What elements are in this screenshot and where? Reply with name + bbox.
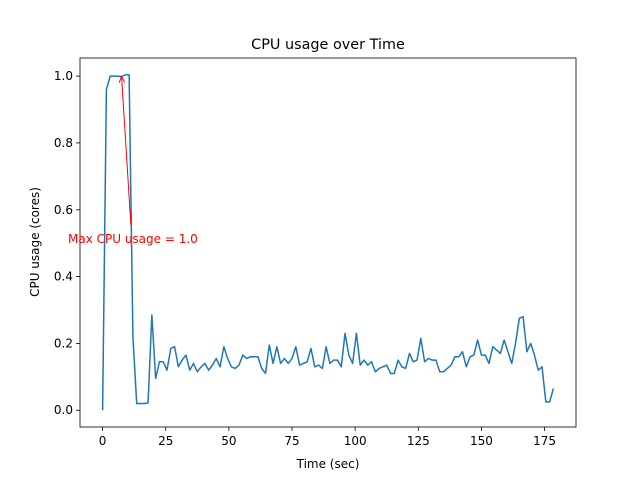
y-tick-label: 1.0: [54, 69, 73, 83]
x-tick-label: 125: [407, 434, 430, 448]
x-tick-label: 100: [344, 434, 367, 448]
x-tick-label: 175: [533, 434, 556, 448]
y-tick-label: 0.4: [54, 270, 73, 284]
y-axis-label: CPU usage (cores): [28, 187, 42, 297]
y-tick-label: 0.8: [54, 136, 73, 150]
x-axis-label: Time (sec): [296, 457, 360, 471]
y-tick-label: 0.0: [54, 403, 73, 417]
y-tick-label: 0.6: [54, 203, 73, 217]
annotation-arrow: [121, 76, 132, 226]
x-tick-label: 50: [221, 434, 236, 448]
x-tick-label: 0: [99, 434, 107, 448]
annotation-text: Max CPU usage = 1.0: [68, 232, 198, 246]
x-tick-label: 25: [158, 434, 173, 448]
chart-title: CPU usage over Time: [251, 37, 405, 53]
annotation-arrowhead: [118, 74, 126, 83]
plot-frame: [79, 57, 577, 428]
line: [101, 74, 555, 411]
x-tick-label: 75: [284, 434, 299, 448]
y-tick-label: 0.2: [54, 336, 73, 350]
x-tick-label: 150: [470, 434, 493, 448]
